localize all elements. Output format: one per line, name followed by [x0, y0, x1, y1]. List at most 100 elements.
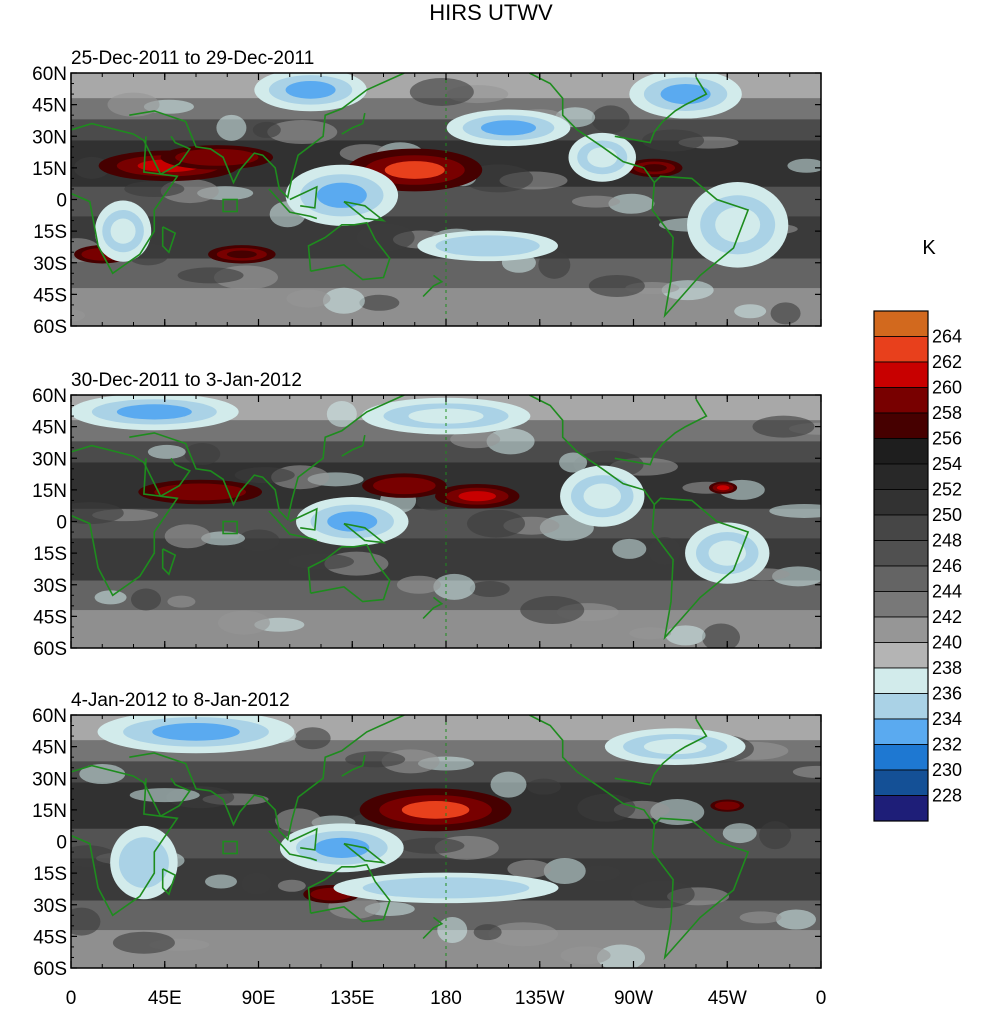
colorbar-swatch-2 [873, 336, 929, 363]
field-texture-blob [359, 294, 400, 311]
field-texture-blob [345, 751, 406, 768]
feature-cold-8 [604, 728, 746, 765]
feature-cold-7 [285, 164, 399, 226]
field-texture-blob [94, 590, 127, 605]
field-texture-blob [201, 531, 246, 546]
field-texture-blob [770, 302, 801, 325]
coastline [651, 175, 750, 319]
coastline [129, 715, 405, 842]
colorbar-label-228: 228 [932, 786, 962, 806]
y-tick-label-60s: 60S [33, 959, 67, 980]
y-tick-label-15n: 15N [32, 159, 67, 180]
coastline [614, 76, 708, 144]
field-texture-blob [665, 625, 706, 646]
feature-core [401, 801, 470, 819]
colorbar: 264 262 260 258 256 254 252 250 248 246 244 242 240 2… [873, 310, 962, 822]
feature-cold-11 [687, 182, 789, 268]
colorbar-label-246: 246 [932, 556, 962, 576]
feature-hot-2 [435, 483, 520, 509]
colorbar-swatch-19 [873, 769, 929, 796]
field-texture-blob [79, 764, 126, 785]
feature-hot-1 [362, 473, 447, 498]
colorbar-frame [873, 310, 929, 822]
field-texture-blob [409, 77, 474, 106]
field-texture-blob [490, 771, 527, 798]
field-texture-blob [722, 823, 757, 844]
coastline [341, 754, 366, 777]
field-texture-blob [543, 858, 586, 885]
colorbar-swatch-14 [873, 642, 929, 669]
feature-core [643, 739, 707, 755]
y-tick-label-45s: 45S [33, 927, 67, 948]
feature-cold-12 [254, 73, 367, 112]
y-tick-label-30s: 30S [33, 896, 67, 917]
y-tick-label-60s: 60S [33, 317, 67, 338]
field-texture-blob [294, 727, 331, 750]
field-texture-blob [538, 250, 571, 279]
feature-core [316, 182, 367, 208]
coastline [129, 395, 405, 522]
y-tick-label-15s: 15S [33, 222, 67, 243]
chart-title: HIRS UTWV [429, 0, 553, 25]
colorbar-label-236: 236 [932, 684, 962, 704]
colorbar-swatch-1 [873, 310, 929, 337]
colorbar-label-250: 250 [932, 505, 962, 525]
colorbar-label-252: 252 [932, 480, 962, 500]
y-tick-label-45s: 45S [33, 285, 67, 306]
field-texture-blob [648, 537, 681, 566]
colorbar-swatch-6 [873, 438, 929, 465]
field-texture-blob [71, 502, 124, 525]
colorbar-label-264: 264 [932, 327, 962, 347]
coastlines [71, 715, 750, 961]
feature-core [719, 803, 735, 809]
feature-cold-9 [361, 397, 531, 435]
coastline [268, 510, 318, 542]
y-tick-label-0: 0 [56, 513, 67, 534]
feature-core [587, 147, 618, 168]
y-tick-label-45s: 45S [33, 607, 67, 628]
colorbar-swatch-18 [873, 744, 929, 771]
field-texture-blob [469, 580, 510, 597]
feature-cold-9 [417, 230, 558, 262]
colorbar-label-260: 260 [932, 378, 962, 398]
y-tick-label-60n: 60N [32, 706, 67, 727]
coastline [422, 274, 444, 298]
field-texture-blob [147, 444, 186, 459]
x-tick-label-3: 90E [242, 988, 276, 1009]
coastline [289, 507, 318, 531]
panel-2-subtitle: 30-Dec-2011 to 3-Jan-2012 [71, 370, 302, 391]
field-texture-blob [560, 946, 611, 965]
coastline [528, 395, 655, 506]
feature-cold-5 [296, 497, 409, 546]
colorbar-swatch-15 [873, 667, 929, 694]
colorbar-label-244: 244 [932, 582, 962, 602]
feature-core [128, 847, 159, 878]
field-texture-blob [734, 304, 767, 319]
y-tick-label-0: 0 [56, 191, 67, 212]
coastline [289, 185, 318, 209]
feature-core [116, 404, 192, 420]
feature-hot-4 [709, 481, 738, 494]
feature-hot-6 [208, 245, 276, 264]
panel-1-field [71, 73, 821, 326]
field-texture-blob [107, 92, 160, 117]
feature-cold-10 [568, 132, 636, 182]
field-texture-blob [702, 623, 740, 648]
feature-cold-8 [446, 109, 571, 147]
field-texture-blob [234, 467, 295, 484]
field-texture-blob [759, 821, 792, 850]
field-texture-blob [520, 596, 585, 625]
coastline [651, 497, 750, 641]
feature-core [583, 483, 621, 509]
feature-core [318, 890, 344, 899]
colorbar-swatch-3 [873, 361, 929, 388]
colorbar-label-242: 242 [932, 607, 962, 627]
field-texture-blob [71, 309, 85, 322]
colorbar-swatch-7 [873, 463, 929, 490]
field-texture-blob [612, 538, 647, 559]
field-texture-blob [112, 931, 175, 954]
feature-cold-14 [94, 200, 152, 262]
feature-hot-2 [160, 145, 274, 170]
field-texture-blob [398, 837, 465, 854]
